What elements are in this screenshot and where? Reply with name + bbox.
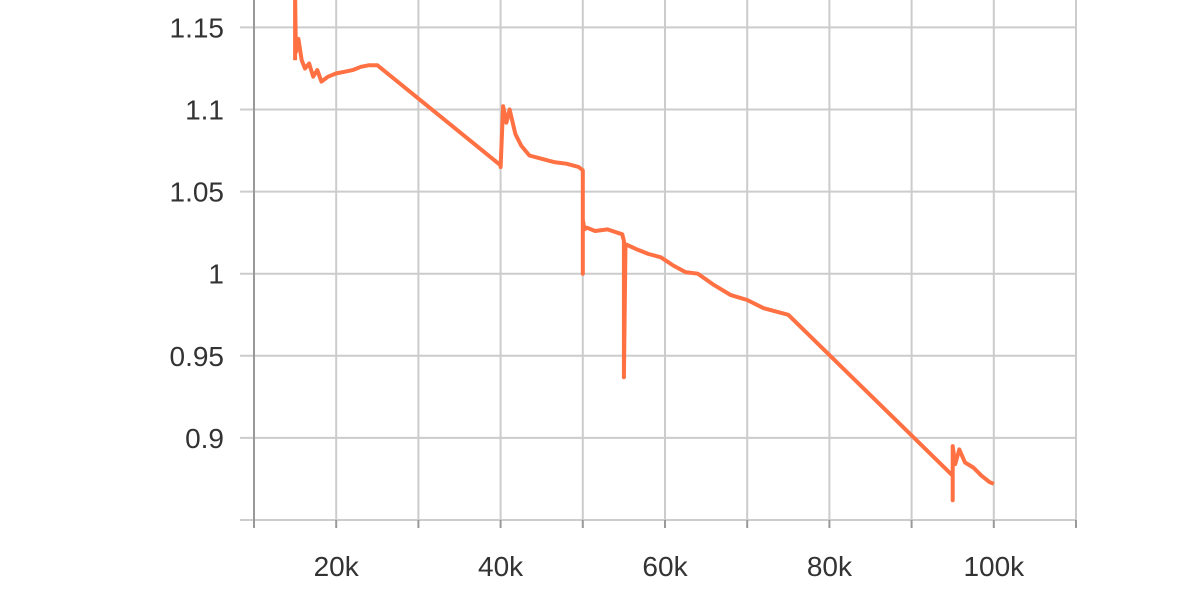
y-tick-label: 1.1 <box>185 95 224 126</box>
y-tick-label: 1.05 <box>170 177 225 208</box>
series-line <box>293 0 995 503</box>
y-tick-labels: 0.9 0.95 1 1.05 1.1 1.15 <box>170 12 225 453</box>
x-tick-label: 60k <box>642 551 688 582</box>
x-tick-label: 20k <box>314 551 360 582</box>
x-tick-labels: 20k 40k 60k 80k 100k <box>314 551 1026 582</box>
y-tick-label: 0.9 <box>185 423 224 454</box>
x-tick-label: 40k <box>478 551 524 582</box>
series-group <box>293 0 995 503</box>
x-tick-label: 80k <box>807 551 853 582</box>
y-tick-label: 1.15 <box>170 12 225 43</box>
grid <box>240 0 1077 521</box>
axes <box>253 0 1077 528</box>
y-tick-label: 1 <box>208 259 224 290</box>
y-tick-label: 0.95 <box>170 341 225 372</box>
x-tick-label: 100k <box>963 551 1025 582</box>
